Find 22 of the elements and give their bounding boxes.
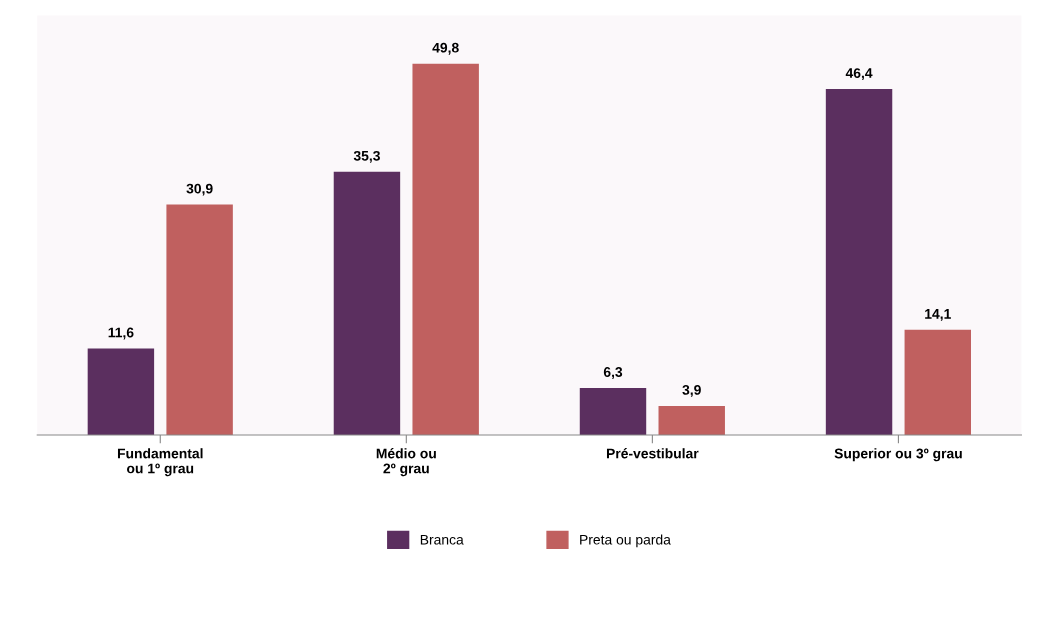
data-label: 3,9 — [682, 384, 701, 397]
bar — [166, 204, 233, 435]
bar — [333, 171, 401, 435]
data-label: 35,3 — [353, 150, 380, 163]
bar — [904, 329, 971, 435]
bar — [87, 348, 155, 435]
bar — [579, 388, 647, 435]
x-tick-label: Médio ou 2º grau — [376, 448, 436, 477]
x-tick-label: Superior ou 3º grau — [834, 448, 962, 462]
x-tick-label: Pré-vestibular — [606, 448, 699, 459]
data-label: 11,6 — [108, 327, 134, 340]
bar — [412, 63, 479, 435]
data-label: 6,3 — [603, 367, 623, 379]
data-label: 30,9 — [186, 183, 213, 196]
legend-label: Preta ou parda — [580, 534, 671, 548]
data-label: 14,1 — [925, 309, 951, 321]
bar — [825, 89, 893, 435]
data-label: 49,8 — [432, 42, 459, 55]
bar — [658, 405, 725, 435]
x-tick-label: Fundamental ou 1º grau — [117, 448, 203, 477]
data-label: 46,4 — [845, 68, 873, 80]
legend-label: Branca — [420, 534, 464, 545]
